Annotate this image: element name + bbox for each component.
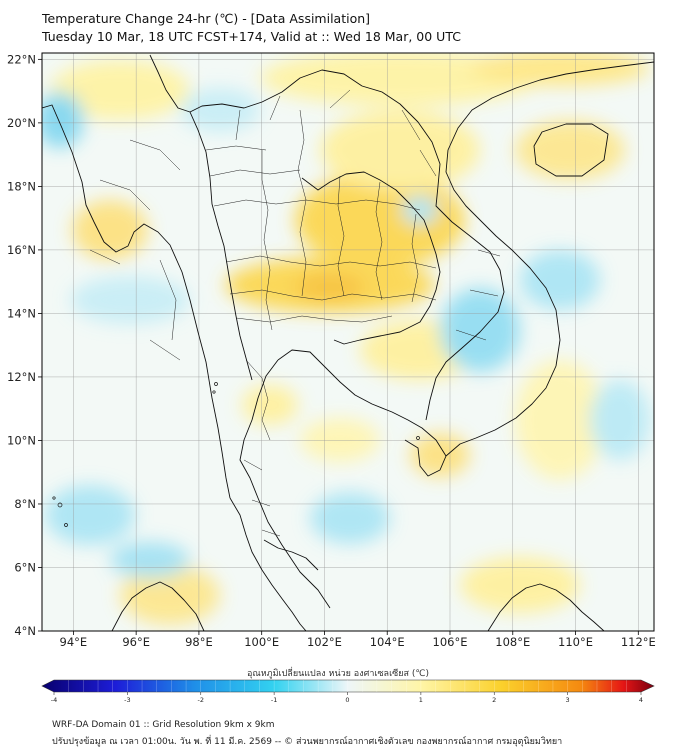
lat-tick-label: 12°N [7, 370, 36, 384]
footer-update-info: ปรับปรุงข้อมูล ณ เวลา 01:00น. วัน พ. ที่… [52, 737, 563, 747]
lon-tick-label: 112°E [621, 635, 656, 649]
province-boundaries [89, 89, 501, 537]
mekong-border [301, 171, 441, 345]
lat-tick-label: 4°N [14, 624, 36, 638]
lat-tick-label: 10°N [7, 433, 36, 447]
map-frame [41, 52, 655, 632]
sumatra-coast [111, 581, 205, 631]
lon-tick-label: 102°E [307, 635, 342, 649]
vietnam-coast [445, 61, 654, 457]
colorbar-tick-label: 4 [639, 696, 643, 704]
lat-tick-label: 8°N [14, 497, 36, 511]
colorbar: -4 -3 -2 -1 0 1 2 3 4 [41, 679, 655, 704]
chart-title: Temperature Change 24-hr (℃) - [Data Ass… [42, 11, 371, 26]
lon-tick-label: 100°E [244, 635, 279, 649]
axis-layer: 94°E 96°E 98°E 100°E 102°E 104°E 106°E 108°E 110… [7, 52, 656, 649]
lon-tick-label: 96°E [122, 635, 150, 649]
colorbar-tick-label: -1 [271, 696, 277, 704]
lon-tick-label: 110°E [558, 635, 593, 649]
north-border [149, 54, 363, 113]
temperature-field [42, 53, 654, 631]
islands [52, 382, 420, 527]
lon-tick-label: 98°E [185, 635, 213, 649]
colorbar-tick-label: -4 [51, 696, 57, 704]
lat-tick-label: 20°N [7, 116, 36, 130]
peninsula-east-coast [239, 359, 331, 609]
colorbar-body [41, 679, 655, 693]
chart-subtitle: Tuesday 10 Mar, 18 UTC FCST+174, Valid a… [42, 29, 461, 44]
borneo-coast [487, 583, 605, 631]
lat-tick-label: 16°N [7, 243, 36, 257]
myanmar-coast [42, 104, 231, 499]
lon-tick-label: 106°E [433, 635, 468, 649]
colorbar-tick-label: 3 [566, 696, 570, 704]
hainan-island [533, 123, 609, 177]
colorbar-segments [68, 680, 627, 692]
thai-myanmar-border [189, 111, 253, 381]
lon-tick-label: 108°E [495, 635, 530, 649]
lat-tick-label: 6°N [14, 560, 36, 574]
lat-tick-label: 18°N [7, 179, 36, 193]
colorbar-ticks: -4 -3 -2 -1 0 1 2 3 4 [51, 692, 643, 704]
laos-vietnam-border [361, 85, 505, 421]
colorbar-tick-label: -3 [124, 696, 130, 704]
colorbar-tick-label: -2 [198, 696, 204, 704]
coastlines [42, 54, 654, 631]
lat-tick-label: 22°N [7, 52, 36, 66]
colorbar-label: อุณหภูมิเปลี่ยนแปลง หน่วย องศาเซลเซียส (… [246, 669, 430, 679]
colorbar-tick-label: 0 [345, 696, 349, 704]
lon-tick-label: 104°E [370, 635, 405, 649]
lat-tick-label: 14°N [7, 306, 36, 320]
footer-domain-info: WRF-DA Domain 01 :: Grid Resolution 9km … [52, 720, 275, 730]
thai-malaysia-border [263, 539, 319, 571]
colorbar-tick-label: 2 [492, 696, 496, 704]
lon-tick-label: 94°E [60, 635, 88, 649]
colorbar-tick-label: 1 [419, 696, 423, 704]
peninsula-west-coast [229, 497, 307, 631]
gulf-of-thailand-coast [277, 349, 447, 477]
